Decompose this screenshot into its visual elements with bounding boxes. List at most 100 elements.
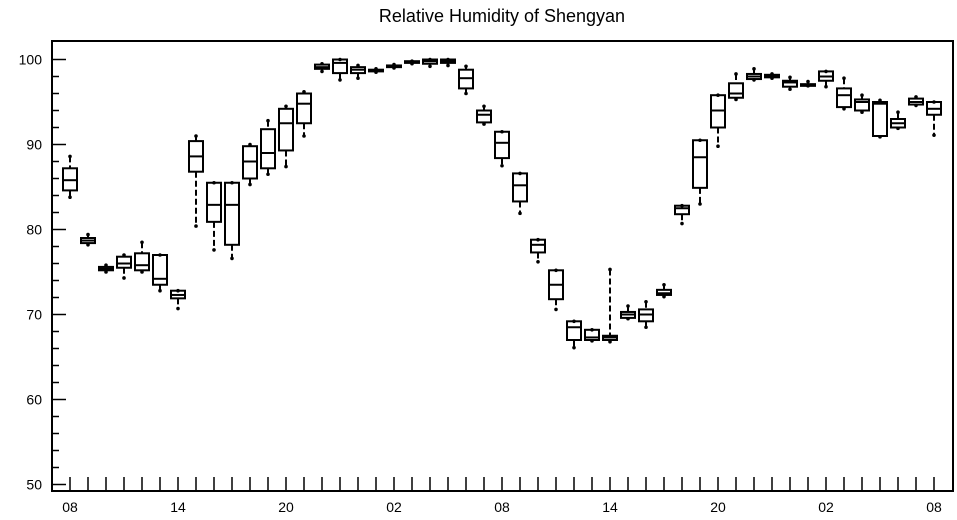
whisker-min-dot	[824, 84, 828, 89]
whisker-min-dot	[302, 134, 306, 138]
whisker-max-dot	[752, 67, 756, 71]
box-body	[116, 255, 132, 269]
box-body	[260, 128, 276, 170]
box-body	[494, 130, 510, 160]
whisker-min-dot	[338, 78, 342, 82]
box-0	[62, 154, 78, 199]
whisker-max-dot	[266, 118, 270, 123]
box-body	[134, 252, 150, 272]
whisker-min-dot	[356, 76, 360, 80]
whisker-max-dot	[464, 64, 468, 69]
whisker-min-dot	[68, 195, 72, 199]
box-6	[170, 288, 186, 311]
box-35	[692, 138, 708, 206]
box-22	[458, 64, 474, 96]
box-17	[368, 67, 384, 75]
box-body	[566, 320, 582, 341]
whisker-min-dot	[194, 224, 198, 228]
whisker-max-dot	[140, 240, 144, 245]
box-3	[116, 253, 132, 280]
box-body	[692, 139, 708, 189]
whisker-min-dot	[248, 182, 252, 187]
box-26	[530, 237, 546, 264]
x-tick-label: 08	[926, 499, 942, 515]
whisker-max-dot	[644, 299, 648, 304]
whisker-max-dot	[608, 267, 612, 272]
box-7	[188, 134, 204, 228]
box-36	[710, 93, 726, 148]
whisker-min-dot	[446, 63, 450, 68]
whisker-min-dot	[464, 91, 468, 96]
whisker-min-dot	[554, 307, 558, 312]
whisker-max-dot	[662, 282, 666, 287]
whisker-min-dot	[176, 306, 180, 311]
box-39	[764, 72, 780, 80]
y-tick-label: 50	[26, 477, 42, 493]
whisker-min-dot	[266, 172, 270, 177]
chart-title: Relative Humidity of Shengyan	[379, 6, 625, 26]
box-body	[530, 238, 546, 254]
y-axis: 50 60 70 80 90 100	[19, 52, 66, 493]
x-axis: 08 14 20 02 08 14 20 02 08	[62, 477, 942, 515]
whisker-min-dot	[320, 69, 324, 74]
box-body	[836, 87, 852, 109]
x-tick-label: 20	[278, 499, 294, 515]
box-body	[584, 328, 600, 341]
whisker-min-dot	[212, 248, 216, 252]
box-32	[638, 299, 654, 330]
whisker-max-dot	[860, 93, 864, 97]
box-23	[476, 104, 492, 126]
box-16	[350, 63, 366, 80]
box-33	[656, 282, 672, 299]
whisker-min-dot	[518, 211, 522, 216]
whisker-max-dot	[194, 134, 198, 138]
box-body	[872, 101, 888, 137]
box-25	[512, 171, 528, 216]
box-5	[152, 253, 168, 293]
x-tick-label: 14	[170, 499, 186, 515]
box-body	[278, 107, 294, 152]
box-body	[332, 58, 348, 75]
box-27	[548, 268, 564, 312]
whisker-min-dot	[788, 87, 792, 92]
box-34	[674, 203, 690, 226]
y-tick-label: 70	[26, 307, 42, 323]
box-body	[152, 254, 168, 286]
y-tick-label: 60	[26, 392, 42, 408]
x-tick-label: 14	[602, 499, 618, 515]
box-29	[584, 328, 600, 343]
box-19	[404, 59, 420, 66]
whisker-max-dot	[734, 72, 738, 76]
box-15	[332, 57, 348, 82]
box-44	[854, 93, 870, 114]
whisker-max-dot	[842, 76, 846, 80]
whisker-max-dot	[68, 154, 72, 159]
box-10	[242, 142, 258, 187]
box-2	[98, 263, 114, 274]
box-body	[296, 92, 312, 125]
whisker-min-dot	[680, 221, 684, 226]
box-28	[566, 319, 582, 350]
whisker-min-dot	[644, 325, 648, 330]
whisker-max-dot	[806, 79, 810, 84]
box-1	[80, 232, 96, 247]
box-40	[782, 75, 798, 92]
box-48	[926, 100, 942, 137]
box-11	[260, 118, 276, 177]
whisker-min-dot	[536, 260, 540, 264]
box-9	[224, 180, 240, 261]
whisker-min-dot	[698, 202, 702, 206]
y-tick-label: 80	[26, 222, 42, 238]
box-14	[314, 61, 330, 74]
x-tick-label: 08	[494, 499, 510, 515]
box-12	[278, 104, 294, 169]
box-47	[908, 95, 924, 108]
box-body	[854, 98, 870, 112]
box-41	[800, 79, 816, 88]
box-37	[728, 72, 744, 102]
box-body	[674, 204, 690, 216]
box-8	[206, 180, 222, 252]
box-body	[728, 82, 744, 99]
box-body	[224, 181, 240, 246]
